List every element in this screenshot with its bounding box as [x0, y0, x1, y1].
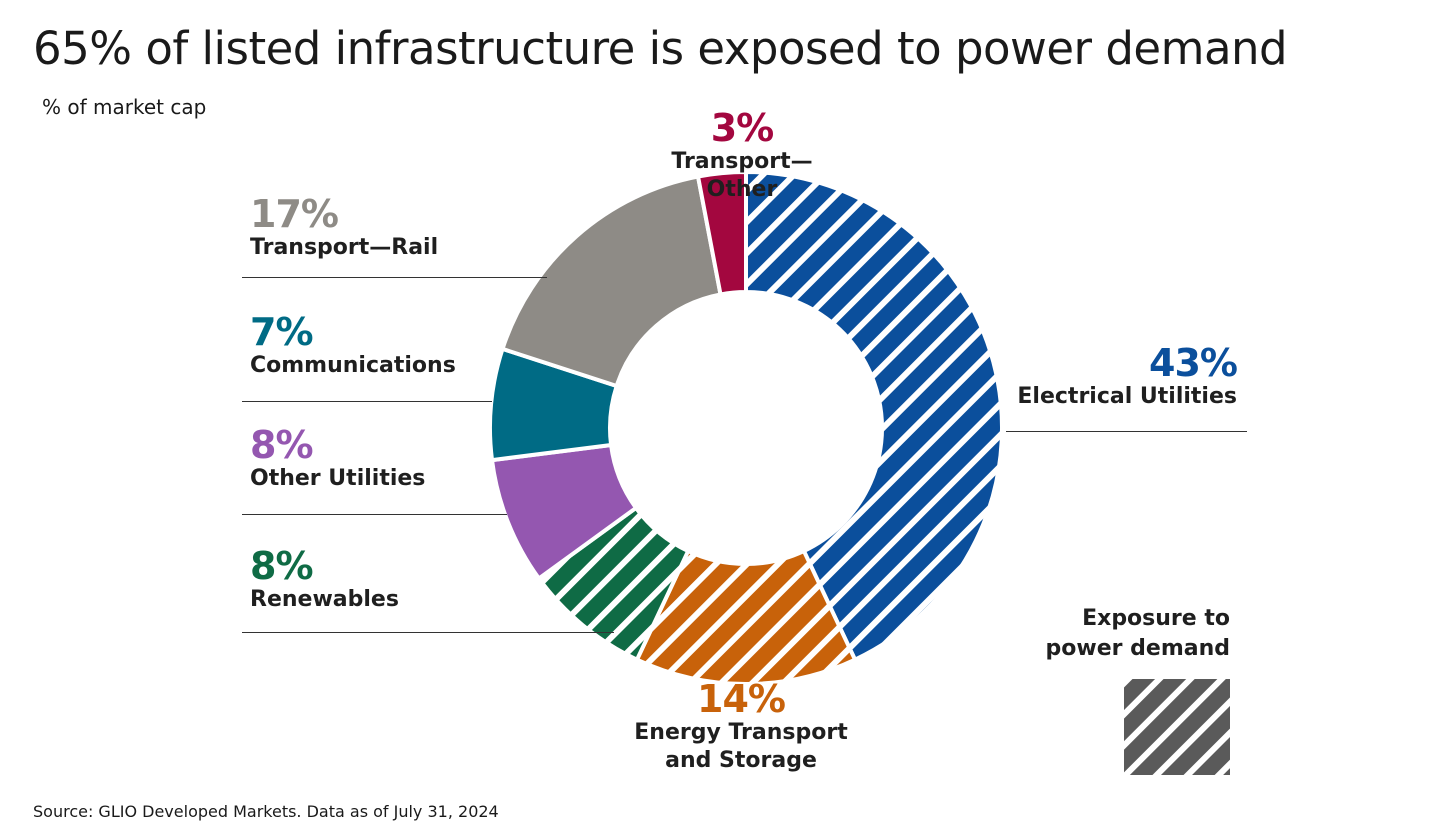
- name-transport-rail: Transport—Rail: [250, 235, 439, 260]
- name-renewables: Renewables: [250, 587, 399, 612]
- source-note: Source: GLIO Developed Markets. Data as …: [33, 802, 499, 821]
- label-communications: 7% Communications: [250, 312, 456, 380]
- name-energy-transport-line1: Energy Transport: [634, 720, 848, 745]
- label-electrical-utilities: 43% Electrical Utilities: [1000, 341, 1238, 411]
- label-other-utilities: 8% Other Utilities: [250, 425, 425, 493]
- pct-electrical-utilities: 43%: [1149, 341, 1238, 385]
- leader-line-renewables: [242, 632, 614, 633]
- donut-slice-electrical-utilities: [744, 169, 1004, 663]
- pct-transport-other: 3%: [710, 106, 775, 150]
- legend-label-line1: Exposure to: [1082, 606, 1230, 631]
- pct-communications: 7%: [250, 310, 314, 354]
- pct-energy-transport: 14%: [697, 677, 786, 721]
- name-other-utilities: Other Utilities: [250, 466, 426, 491]
- leader-line-communications: [242, 401, 492, 402]
- legend-hatch-swatch: [1124, 679, 1230, 775]
- donut-slice-transport-other: [695, 169, 748, 297]
- pct-other-utilities: 8%: [250, 423, 314, 467]
- label-transport-other: 3% Transport—Other: [640, 108, 844, 204]
- label-renewables: 8% Renewables: [250, 546, 399, 614]
- pct-transport-rail: 17%: [250, 192, 339, 236]
- name-transport-other: Transport—Other: [671, 149, 813, 202]
- name-communications: Communications: [250, 353, 456, 378]
- chart-title: 65% of listed infrastructure is exposed …: [33, 22, 1288, 75]
- label-transport-rail: 17% Transport—Rail: [250, 194, 438, 262]
- donut-slice-transport-rail: [500, 174, 723, 389]
- legend-label-line2: power demand: [1045, 636, 1230, 661]
- label-energy-transport: 14% Energy Transport and Storage: [610, 679, 872, 775]
- name-energy-transport-line2: and Storage: [665, 748, 817, 773]
- pct-renewables: 8%: [250, 544, 314, 588]
- leader-line-other-utilities: [242, 514, 507, 515]
- leader-line-transport-rail: [242, 277, 547, 278]
- chart-subtitle: % of market cap: [42, 95, 207, 119]
- leader-line-electrical-utilities: [1006, 431, 1247, 432]
- name-electrical-utilities: Electrical Utilities: [1017, 384, 1237, 409]
- legend-label: Exposure to power demand: [1030, 604, 1230, 664]
- legend-hatch-fill: [1124, 679, 1230, 775]
